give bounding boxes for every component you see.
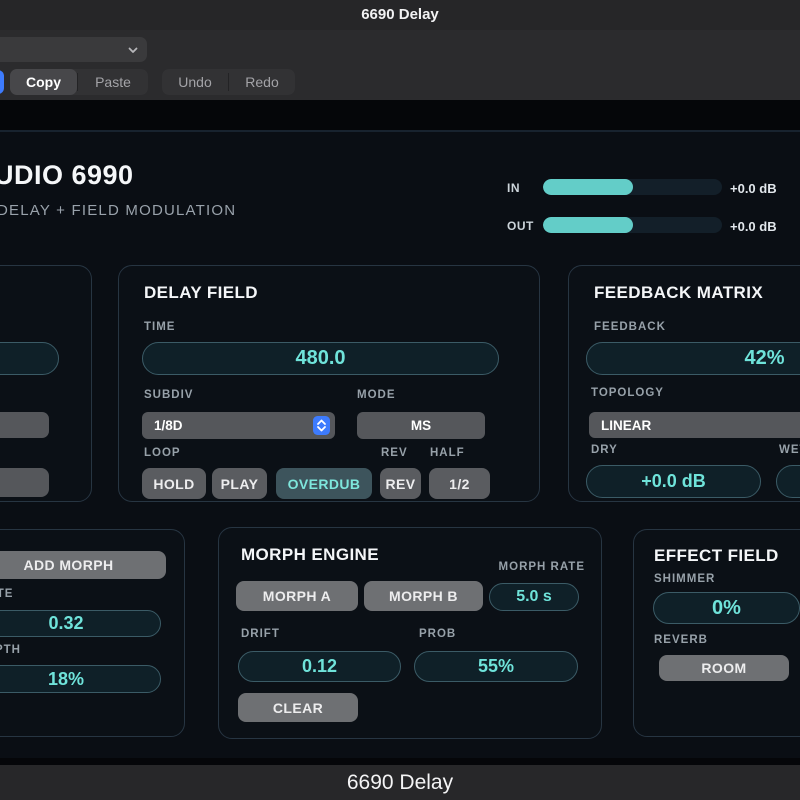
- prob-label: PROB: [419, 628, 457, 640]
- feedback-matrix-panel: FEEDBACK MATRIX FEEDBACK 42% TOPOLOGY LI…: [568, 265, 800, 502]
- prob-value: 55%: [477, 656, 515, 676]
- clipped-button[interactable]: [0, 468, 49, 497]
- dry-value: +0.0 dB: [641, 471, 706, 491]
- mode-button[interactable]: MS: [357, 412, 485, 439]
- reverb-type-button[interactable]: ROOM: [659, 655, 789, 681]
- undo-redo-group: Undo Redo: [162, 69, 295, 95]
- loop-label: LOOP: [144, 447, 181, 459]
- hold-button[interactable]: HOLD: [142, 468, 206, 499]
- add-morph-button[interactable]: ADD MORPH: [0, 551, 166, 579]
- plugin-title: UDIO 6990: [0, 160, 134, 190]
- plugin-header-toolbar: Copy Paste Undo Redo: [0, 30, 800, 100]
- segment-divider: [77, 73, 78, 91]
- time-label: TIME: [144, 321, 176, 333]
- morph-a-button[interactable]: MORPH A: [236, 581, 358, 611]
- footer-title: 6690 Delay: [346, 771, 454, 794]
- meter-in-value: +0.0 dB: [730, 181, 777, 196]
- depth-value: 18%: [47, 668, 85, 689]
- time-value: 480.0: [295, 347, 346, 369]
- subdiv-value: 1/8D: [154, 418, 183, 433]
- window-titlebar: 6690 Delay: [0, 0, 800, 30]
- overdub-button[interactable]: OVERDUB: [276, 468, 372, 499]
- dry-label: DRY: [591, 444, 618, 456]
- undo-button[interactable]: Undo: [178, 74, 212, 90]
- morph-rate-label: MORPH RATE: [498, 561, 585, 573]
- morph-engine-panel: MORPH ENGINE MORPH RATE MORPH A MORPH B …: [218, 527, 602, 739]
- feedback-label: FEEDBACK: [594, 321, 666, 333]
- shimmer-value: 0%: [712, 596, 741, 619]
- rate-label: RATE: [0, 588, 14, 600]
- clipped-value-field[interactable]: [0, 342, 59, 375]
- half-label: HALF: [430, 447, 465, 459]
- shimmer-label: SHIMMER: [654, 573, 716, 585]
- effect-field-panel: EFFECT FIELD SHIMMER 0% REVERB ROOM: [633, 529, 800, 737]
- clipped-select[interactable]: [0, 412, 49, 438]
- wet-field[interactable]: [776, 465, 800, 498]
- feedback-value: 42%: [744, 347, 785, 369]
- rate-field[interactable]: 0.32: [0, 610, 161, 637]
- depth-field[interactable]: 18%: [0, 665, 161, 693]
- mode-value: MS: [410, 418, 432, 433]
- output-gain-fill: [543, 217, 633, 233]
- delay-field-title: DELAY FIELD: [144, 283, 258, 302]
- half-speed-button[interactable]: 1/2: [429, 468, 490, 499]
- drift-label: DRIFT: [241, 628, 280, 640]
- window-title: 6690 Delay: [361, 6, 439, 23]
- stepper-icon[interactable]: [313, 416, 330, 435]
- depth-label: DEPTH: [0, 644, 21, 656]
- effect-field-title: EFFECT FIELD: [654, 546, 779, 565]
- reverb-label: REVERB: [654, 634, 708, 646]
- segment-divider: [228, 73, 229, 91]
- wet-label: WET: [779, 444, 800, 456]
- meter-in-label: IN: [507, 181, 520, 195]
- morph-engine-title: MORPH ENGINE: [241, 545, 379, 564]
- rate-value: 0.32: [48, 613, 84, 633]
- morph-b-button[interactable]: MORPH B: [364, 581, 483, 611]
- meter-out-label: OUT: [507, 219, 534, 233]
- prob-field[interactable]: 55%: [414, 651, 578, 682]
- reverse-button[interactable]: REV: [380, 468, 421, 499]
- feedback-field[interactable]: 42%: [586, 342, 800, 375]
- copy-button[interactable]: Copy: [10, 69, 77, 95]
- play-button[interactable]: PLAY: [212, 468, 267, 499]
- clear-button[interactable]: CLEAR: [238, 693, 358, 722]
- redo-button[interactable]: Redo: [245, 74, 279, 90]
- subdiv-label: SUBDIV: [144, 389, 194, 401]
- shimmer-field[interactable]: 0%: [653, 592, 800, 624]
- plugin-subtitle: DELAY + FIELD MODULATION: [0, 202, 237, 219]
- topology-value: LINEAR: [601, 417, 652, 433]
- feedback-matrix-title: FEEDBACK MATRIX: [594, 283, 764, 302]
- morph-list-panel: ADD MORPH RATE 0.32 DEPTH 18%: [0, 529, 185, 737]
- time-field[interactable]: 480.0: [142, 342, 499, 375]
- compare-button[interactable]: [0, 70, 4, 94]
- topology-label: TOPOLOGY: [591, 387, 664, 399]
- input-gain-slider[interactable]: [543, 179, 722, 195]
- drift-value: 0.12: [301, 656, 338, 676]
- clipped-left-panel: [0, 265, 92, 502]
- topology-select[interactable]: LINEAR: [589, 412, 800, 438]
- chevron-down-icon: [128, 47, 138, 53]
- dry-field[interactable]: +0.0 dB: [586, 465, 761, 498]
- subdiv-select[interactable]: 1/8D: [142, 412, 335, 439]
- morph-rate-value: 5.0 s: [516, 588, 552, 605]
- plugin-window: UDIO 6990 DELAY + FIELD MODULATION IN +0…: [0, 130, 800, 758]
- plugin-footer-bar: 6690 Delay: [0, 765, 800, 800]
- drift-field[interactable]: 0.12: [238, 651, 401, 682]
- mode-label: MODE: [357, 389, 396, 401]
- paste-button[interactable]: Paste: [95, 74, 131, 90]
- output-gain-slider[interactable]: [543, 217, 722, 233]
- meter-out-value: +0.0 dB: [730, 219, 777, 234]
- delay-field-panel: DELAY FIELD TIME 480.0 SUBDIV 1/8D MODE …: [118, 265, 540, 502]
- input-gain-fill: [543, 179, 633, 195]
- preset-dropdown[interactable]: [0, 37, 147, 62]
- morph-rate-field[interactable]: 5.0 s: [489, 583, 579, 611]
- copy-paste-group: Copy Paste: [10, 69, 148, 95]
- rev-label: REV: [381, 447, 408, 459]
